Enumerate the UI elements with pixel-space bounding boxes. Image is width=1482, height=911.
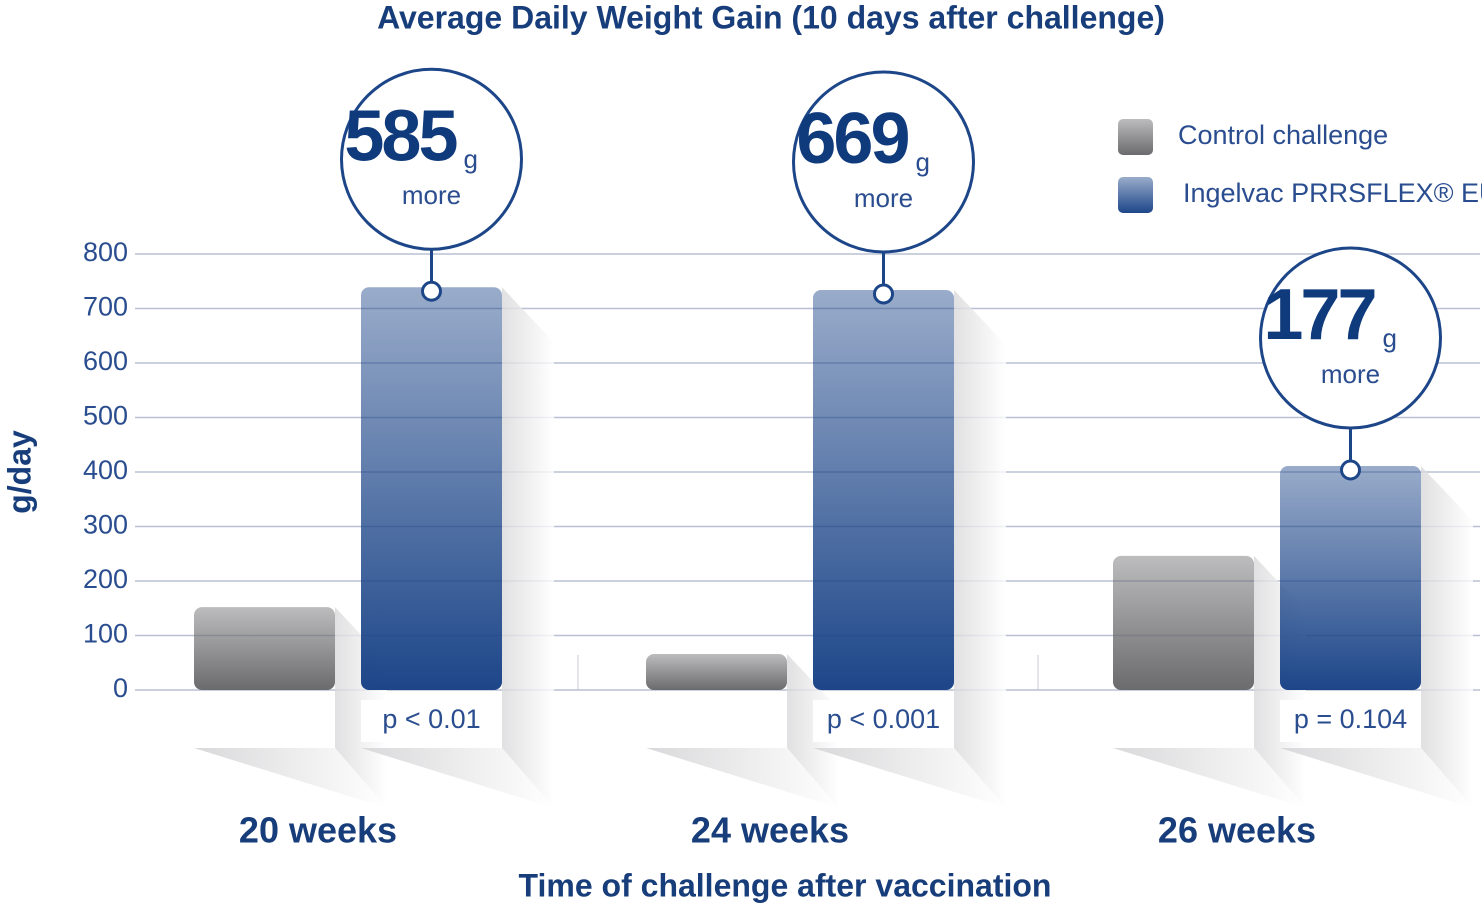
- legend-swatch: [1118, 119, 1153, 155]
- bar: [646, 654, 787, 690]
- y-tick-label: 600: [83, 346, 128, 376]
- y-tick-label: 300: [83, 510, 128, 540]
- callout-dot: [873, 283, 894, 305]
- callout-unit: g: [464, 144, 478, 174]
- y-tick-label: 100: [83, 619, 128, 649]
- callout-value: 177: [1263, 275, 1374, 355]
- bar: [194, 607, 335, 690]
- callout-dot: [421, 280, 442, 302]
- bar: [1280, 466, 1421, 690]
- p-value: p < 0.001: [827, 704, 940, 734]
- callout-unit: g: [1383, 323, 1397, 353]
- bar-shadow: [1421, 466, 1473, 808]
- p-value-box: [813, 700, 954, 742]
- y-tick-label: 0: [113, 673, 128, 703]
- callout-value: 585: [344, 96, 457, 176]
- bar-reflection: [813, 748, 1006, 808]
- y-tick-label: 200: [83, 564, 128, 594]
- bar-reflection: [194, 748, 387, 808]
- legend-swatch: [1118, 177, 1153, 213]
- x-tick-label: 20 weeks: [239, 810, 397, 851]
- legend-label: Control challenge: [1178, 120, 1388, 150]
- bar-reflection: [1280, 748, 1473, 808]
- bar: [813, 289, 954, 690]
- x-tick-label: 24 weeks: [691, 810, 849, 851]
- y-tick-label: 700: [83, 292, 128, 322]
- x-axis-label: Time of challenge after vaccination: [519, 867, 1052, 903]
- chart-title: Average Daily Weight Gain (10 days after…: [377, 0, 1165, 35]
- bar: [1113, 555, 1254, 690]
- callout-circle: [340, 67, 523, 251]
- y-tick-label: 400: [83, 455, 128, 485]
- p-value: p = 0.104: [1294, 704, 1407, 734]
- bar-shadow: [502, 287, 554, 808]
- bar-shadow: [954, 289, 1006, 809]
- p-value: p < 0.01: [382, 704, 480, 734]
- x-tick-label: 26 weeks: [1158, 810, 1316, 851]
- callout-value: 669: [796, 99, 908, 179]
- bar-reflection: [646, 748, 839, 808]
- p-value-box: [361, 700, 502, 742]
- callout-text: more: [854, 183, 913, 213]
- legend-label: Ingelvac PRRSFLEX® EU: [1183, 178, 1482, 208]
- callout-dot: [1340, 459, 1361, 481]
- callout-text: more: [1321, 359, 1380, 389]
- callout-circle: [792, 70, 975, 254]
- callout-unit: g: [916, 147, 930, 177]
- bar-reflection: [1113, 748, 1306, 808]
- p-value-box: [1280, 700, 1421, 742]
- y-tick-label: 800: [83, 237, 128, 267]
- bar: [361, 287, 502, 690]
- y-tick-label: 500: [83, 401, 128, 431]
- callout-text: more: [402, 180, 461, 210]
- y-axis-label: g/day: [1, 430, 37, 514]
- callout-circle: [1259, 246, 1442, 430]
- bar-reflection: [361, 748, 554, 808]
